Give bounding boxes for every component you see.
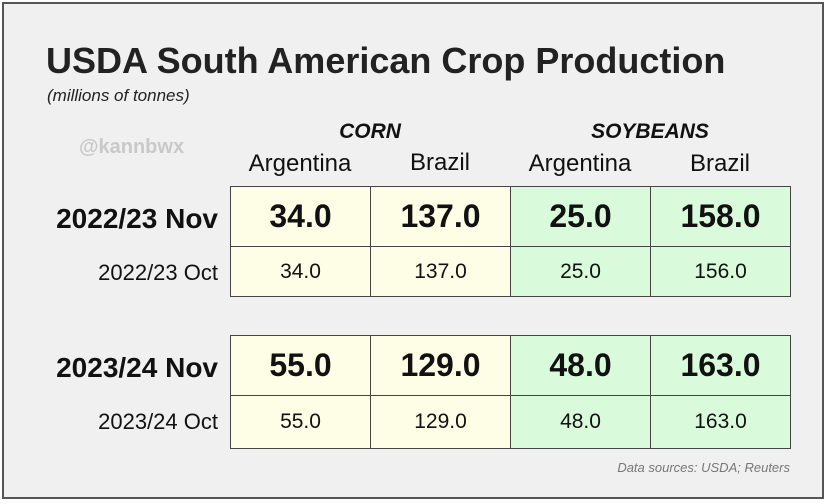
group-header-corn: CORN <box>339 120 401 143</box>
row-label-2023-24-oct: 2023/24 Oct <box>98 409 218 434</box>
column-header-soy-brazil: Brazil <box>689 150 750 177</box>
data-source-note: Data sources: USDA; Reuters <box>617 460 790 475</box>
cell-2022-23-nov-corn-brazil: 137.0 <box>370 186 511 247</box>
cell-2023-24-oct-corn-argentina: 55.0 <box>230 395 371 449</box>
chart-subtitle: (millions of tonnes) <box>47 86 190 105</box>
cell-2022-23-nov-soy-argentina: 25.0 <box>510 186 651 247</box>
column-header-soy-argentina: Argentina <box>528 150 632 177</box>
cell-2023-24-nov-soy-argentina: 48.0 <box>510 335 651 396</box>
cell-2023-24-oct-corn-brazil: 129.0 <box>370 395 511 449</box>
watermark: @kannbwx <box>79 136 185 158</box>
cell-2022-23-nov-corn-argentina: 34.0 <box>230 186 371 247</box>
cell-2022-23-nov-soy-brazil: 158.0 <box>650 186 791 247</box>
cell-2023-24-nov-corn-brazil: 129.0 <box>370 335 511 396</box>
cell-2022-23-oct-corn-brazil: 137.0 <box>370 246 511 297</box>
cell-2023-24-nov-corn-argentina: 55.0 <box>230 335 371 396</box>
cell-2023-24-oct-soy-argentina: 48.0 <box>510 395 651 449</box>
cell-2022-23-oct-soy-brazil: 156.0 <box>650 246 791 297</box>
group-header-soybeans: SOYBEANS <box>591 120 709 143</box>
cell-2023-24-oct-soy-brazil: 163.0 <box>650 395 791 449</box>
row-label-2022-23-nov: 2022/23 Nov <box>56 203 218 234</box>
row-label-2023-24-nov: 2023/24 Nov <box>56 352 218 383</box>
cell-2023-24-nov-soy-brazil: 163.0 <box>650 335 791 396</box>
row-label-2022-23-oct: 2022/23 Oct <box>98 260 218 285</box>
cell-2022-23-oct-soy-argentina: 25.0 <box>510 246 651 297</box>
chart-title: USDA South American Crop Production <box>46 40 726 81</box>
column-header-corn-argentina: Argentina <box>248 150 352 177</box>
column-header-corn-brazil: Brazil <box>409 149 470 176</box>
cell-2022-23-oct-corn-argentina: 34.0 <box>230 246 371 297</box>
